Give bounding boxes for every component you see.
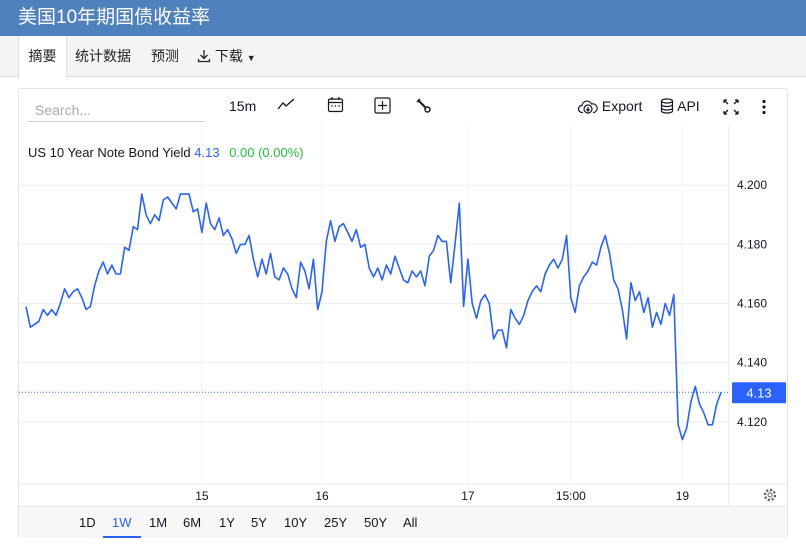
line-chart-icon[interactable] [277, 97, 295, 114]
database-icon [660, 98, 674, 117]
x-tick-label: 19 [676, 489, 690, 503]
tab-statistics[interactable]: 统计数据 [75, 48, 131, 64]
tab-bar: 摘要 统计数据 预测 下载 ▼ [0, 36, 806, 78]
range-1d[interactable]: 1D [79, 515, 96, 530]
export-label: Export [601, 98, 643, 114]
chart-widget: 15m Export API 4.200 4.180 4.160 4.140 4.120… [18, 88, 788, 538]
range-1m[interactable]: 1M [149, 515, 168, 530]
chart-legend: US 10 Year Note Bond Yield 4.13 0.00 (0.… [28, 145, 304, 160]
interval-button[interactable]: 15m [229, 98, 257, 114]
range-5y[interactable]: 5Y [251, 515, 267, 530]
legend-symbol-name: US 10 Year Note Bond Yield [28, 145, 191, 160]
range-50y[interactable]: 50Y [364, 515, 388, 530]
range-selector: 1D 1W 1M 6M 1Y 5Y 10Y 25Y 50Y All [19, 506, 787, 538]
range-10y[interactable]: 10Y [284, 515, 308, 530]
y-tick-label: 4.140 [737, 356, 767, 370]
x-tick-label: 17 [461, 489, 475, 503]
x-tick-label: 15:00 [556, 489, 586, 503]
tab-summary[interactable]: 摘要 [18, 36, 67, 78]
last-price-label: 4.13 [746, 385, 771, 400]
y-tick-label: 4.160 [737, 297, 767, 311]
x-tick-label: 16 [315, 489, 329, 503]
last-price-tag [732, 382, 786, 404]
download-icon [197, 38, 211, 78]
api-button[interactable]: API [660, 98, 700, 117]
tab-forecast[interactable]: 预测 [151, 48, 179, 64]
plus-box-icon[interactable] [374, 97, 391, 117]
wrench-icon[interactable] [416, 98, 431, 116]
legend-last-value: 4.13 [194, 145, 220, 160]
page-title: 美国10年期国债收益率 [0, 0, 806, 36]
cloud-download-icon [577, 99, 598, 117]
range-6m[interactable]: 6M [183, 515, 202, 530]
tab-download[interactable]: 下载 ▼ [197, 36, 256, 77]
legend-change: 0.00 (0.00%) [229, 145, 304, 160]
fullscreen-icon[interactable] [723, 99, 739, 118]
more-vertical-icon[interactable] [761, 99, 767, 118]
range-1w[interactable]: 1W [103, 515, 141, 538]
calendar-icon[interactable] [327, 96, 344, 116]
price-series-line [25, 193, 722, 441]
range-25y[interactable]: 25Y [324, 515, 348, 530]
y-tick-label: 4.200 [737, 178, 767, 192]
settings-gear-icon[interactable] [763, 488, 777, 502]
api-label: API [677, 98, 700, 114]
price-chart[interactable]: 4.200 4.180 4.160 4.140 4.120 15 16 17 15:00 19 4.… [19, 126, 787, 506]
caret-down-icon: ▼ [246, 53, 256, 63]
download-label: 下载 [214, 48, 243, 64]
export-button[interactable]: Export [577, 98, 643, 117]
y-tick-label: 4.180 [737, 237, 767, 251]
x-tick-label: 15 [195, 489, 209, 503]
y-tick-label: 4.120 [737, 415, 767, 429]
symbol-search-input[interactable] [27, 98, 205, 122]
range-all[interactable]: All [403, 515, 418, 530]
range-1y[interactable]: 1Y [219, 515, 235, 530]
